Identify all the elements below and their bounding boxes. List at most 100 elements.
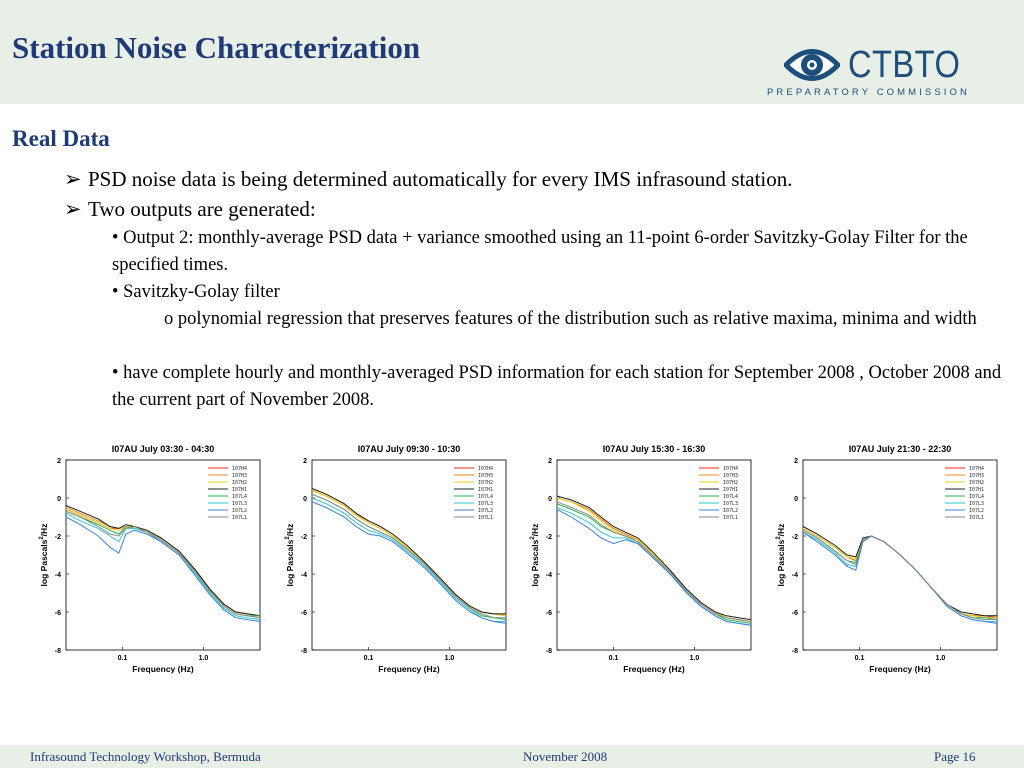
series-line-i07h2 xyxy=(556,497,752,622)
chart-title: I07AU July 15:30 - 16:30 xyxy=(603,444,706,454)
sub-bullet-savitzky: • Savitzky-Golay filter xyxy=(112,282,280,302)
y-axis-label-main: log Pascals xyxy=(530,539,540,586)
footer-date: November 2008 xyxy=(523,749,608,764)
legend-label: I07H4 xyxy=(723,466,738,472)
legend-label: I07H4 xyxy=(232,466,247,472)
x-tick-label: 0.1 xyxy=(855,655,865,662)
chart-title: I07AU July 21:30 - 22:30 xyxy=(849,444,952,454)
x-axis-label: Frequency (Hz) xyxy=(378,664,440,674)
y-tick-label: -8 xyxy=(546,648,552,655)
legend-label: I07L3 xyxy=(969,501,984,507)
y-axis-label: log Pascals2/Hz xyxy=(776,524,786,587)
y-axis-label: log Pascals2/Hz xyxy=(285,524,295,587)
x-tick-label: 0.1 xyxy=(609,655,619,662)
legend-label: I07L1 xyxy=(232,515,247,521)
legend-label: I07H4 xyxy=(478,466,493,472)
y-tick-label: -4 xyxy=(546,572,552,579)
y-axis-label-tail: /Hz xyxy=(530,524,540,537)
x-axis-label: Frequency (Hz) xyxy=(869,664,931,674)
y-tick-label: -6 xyxy=(792,610,798,617)
y-tick-label: -8 xyxy=(792,648,798,655)
chart-title: I07AU July 03:30 - 04:30 xyxy=(112,444,215,454)
legend-label: I07H1 xyxy=(232,487,247,493)
y-axis-label-tail: /Hz xyxy=(39,524,49,537)
series-line-i07h1 xyxy=(311,488,506,615)
sub-sub-bullet-regression: o polynomial regression that preserves f… xyxy=(164,309,977,329)
chart-title: I07AU July 09:30 - 10:30 xyxy=(358,444,461,454)
x-tick-label: 1.0 xyxy=(690,655,700,662)
y-tick-label: 0 xyxy=(303,496,307,503)
slide-header: Station Noise Characterization CTBTO PRE… xyxy=(0,0,1024,104)
y-tick-label: -2 xyxy=(301,534,307,541)
series-line-i07l1 xyxy=(802,529,997,621)
series-line-i07h1 xyxy=(65,505,261,617)
arrow-bullet-icon: ➢ xyxy=(64,167,82,191)
legend-label: I07H3 xyxy=(723,473,738,479)
bullet-text: PSD noise data is being determined autom… xyxy=(88,167,793,191)
y-axis-label-tail: /Hz xyxy=(285,524,295,537)
series-line-i07l3 xyxy=(65,512,261,621)
y-tick-label: 0 xyxy=(548,496,552,503)
bullet-text: Two outputs are generated: xyxy=(88,197,316,221)
legend-label: I07L4 xyxy=(232,494,247,500)
psd-chart-3: I07AU July 15:30 - 16:30 2 0 -2 -4 -6 -8 0.1 1.0… xyxy=(529,440,769,680)
eye-globe-icon xyxy=(784,49,840,81)
y-tick-label: 0 xyxy=(57,496,61,503)
legend-label: I07H1 xyxy=(969,487,984,493)
y-tick-label: 2 xyxy=(57,458,61,465)
legend-label: I07L3 xyxy=(232,501,247,507)
y-tick-label: -2 xyxy=(55,534,61,541)
bullet-outputs: ➢ Two outputs are generated: xyxy=(64,197,316,221)
page-title: Station Noise Characterization xyxy=(12,30,421,65)
slide-footer: Infrasound Technology Workshop, Bermuda … xyxy=(0,745,1024,768)
legend-label: I07L2 xyxy=(969,508,984,514)
x-tick-label: 1.0 xyxy=(936,655,946,662)
y-tick-label: 2 xyxy=(548,458,552,465)
ctbto-logo: CTBTO PREPARATORY COMMISSION xyxy=(767,42,970,102)
legend-label: I07H2 xyxy=(478,480,493,486)
legend-label: I07H4 xyxy=(969,466,984,472)
logo-wordmark: CTBTO xyxy=(848,44,961,86)
legend-label: I07L4 xyxy=(478,494,493,500)
legend-label: I07L3 xyxy=(478,501,493,507)
sub-bullet-output2: • Output 2: monthly-average PSD data + v… xyxy=(112,228,968,275)
y-tick-label: -2 xyxy=(792,534,798,541)
arrow-bullet-icon: ➢ xyxy=(64,197,82,221)
x-axis-label: Frequency (Hz) xyxy=(623,664,685,674)
y-tick-label: 0 xyxy=(794,496,798,503)
y-axis-label-sup: 2 xyxy=(285,536,291,540)
y-axis-label-sup: 2 xyxy=(39,536,45,540)
legend-label: I07H3 xyxy=(232,473,247,479)
y-tick-label: -2 xyxy=(546,534,552,541)
psd-chart-2: I07AU July 09:30 - 10:30 2 0 -2 -4 -6 -8 0.1 1.0… xyxy=(284,440,524,680)
legend-label: I07L4 xyxy=(723,494,738,500)
plot-frame xyxy=(556,459,752,651)
y-tick-label: 2 xyxy=(303,458,307,465)
y-tick-label: -6 xyxy=(546,610,552,617)
y-axis-label-sup: 2 xyxy=(776,536,782,540)
legend-label: I07L3 xyxy=(723,501,738,507)
legend-label: I07L1 xyxy=(723,515,738,521)
legend-label: I07L4 xyxy=(969,494,984,500)
y-axis-label: log Pascals2/Hz xyxy=(39,524,49,587)
series-line-i07l2 xyxy=(65,516,261,622)
psd-chart-4: I07AU July 21:30 - 22:30 2 0 -2 -4 -6 -8 0.1 1.0… xyxy=(775,440,1015,680)
bullet-psd: ➢ PSD noise data is being determined auto… xyxy=(64,167,793,191)
legend-label: I07H3 xyxy=(478,473,493,479)
series-line-i07l1 xyxy=(311,493,506,619)
y-tick-label: -8 xyxy=(301,648,307,655)
series-line-i07l1 xyxy=(65,510,261,619)
y-axis-label-sup: 2 xyxy=(530,536,536,540)
y-axis-label-main: log Pascals xyxy=(285,539,295,586)
legend-label: I07L2 xyxy=(232,508,247,514)
y-axis-label-main: log Pascals xyxy=(776,539,786,586)
legend-label: I07H1 xyxy=(723,487,738,493)
y-axis-label: log Pascals2/Hz xyxy=(530,524,540,587)
legend-label: I07H2 xyxy=(969,480,984,486)
y-tick-label: -4 xyxy=(792,572,798,579)
x-axis-label: Frequency (Hz) xyxy=(132,664,194,674)
y-axis-label-tail: /Hz xyxy=(776,524,786,537)
y-tick-label: -6 xyxy=(301,610,307,617)
x-tick-label: 1.0 xyxy=(445,655,455,662)
y-tick-label: -4 xyxy=(55,572,61,579)
